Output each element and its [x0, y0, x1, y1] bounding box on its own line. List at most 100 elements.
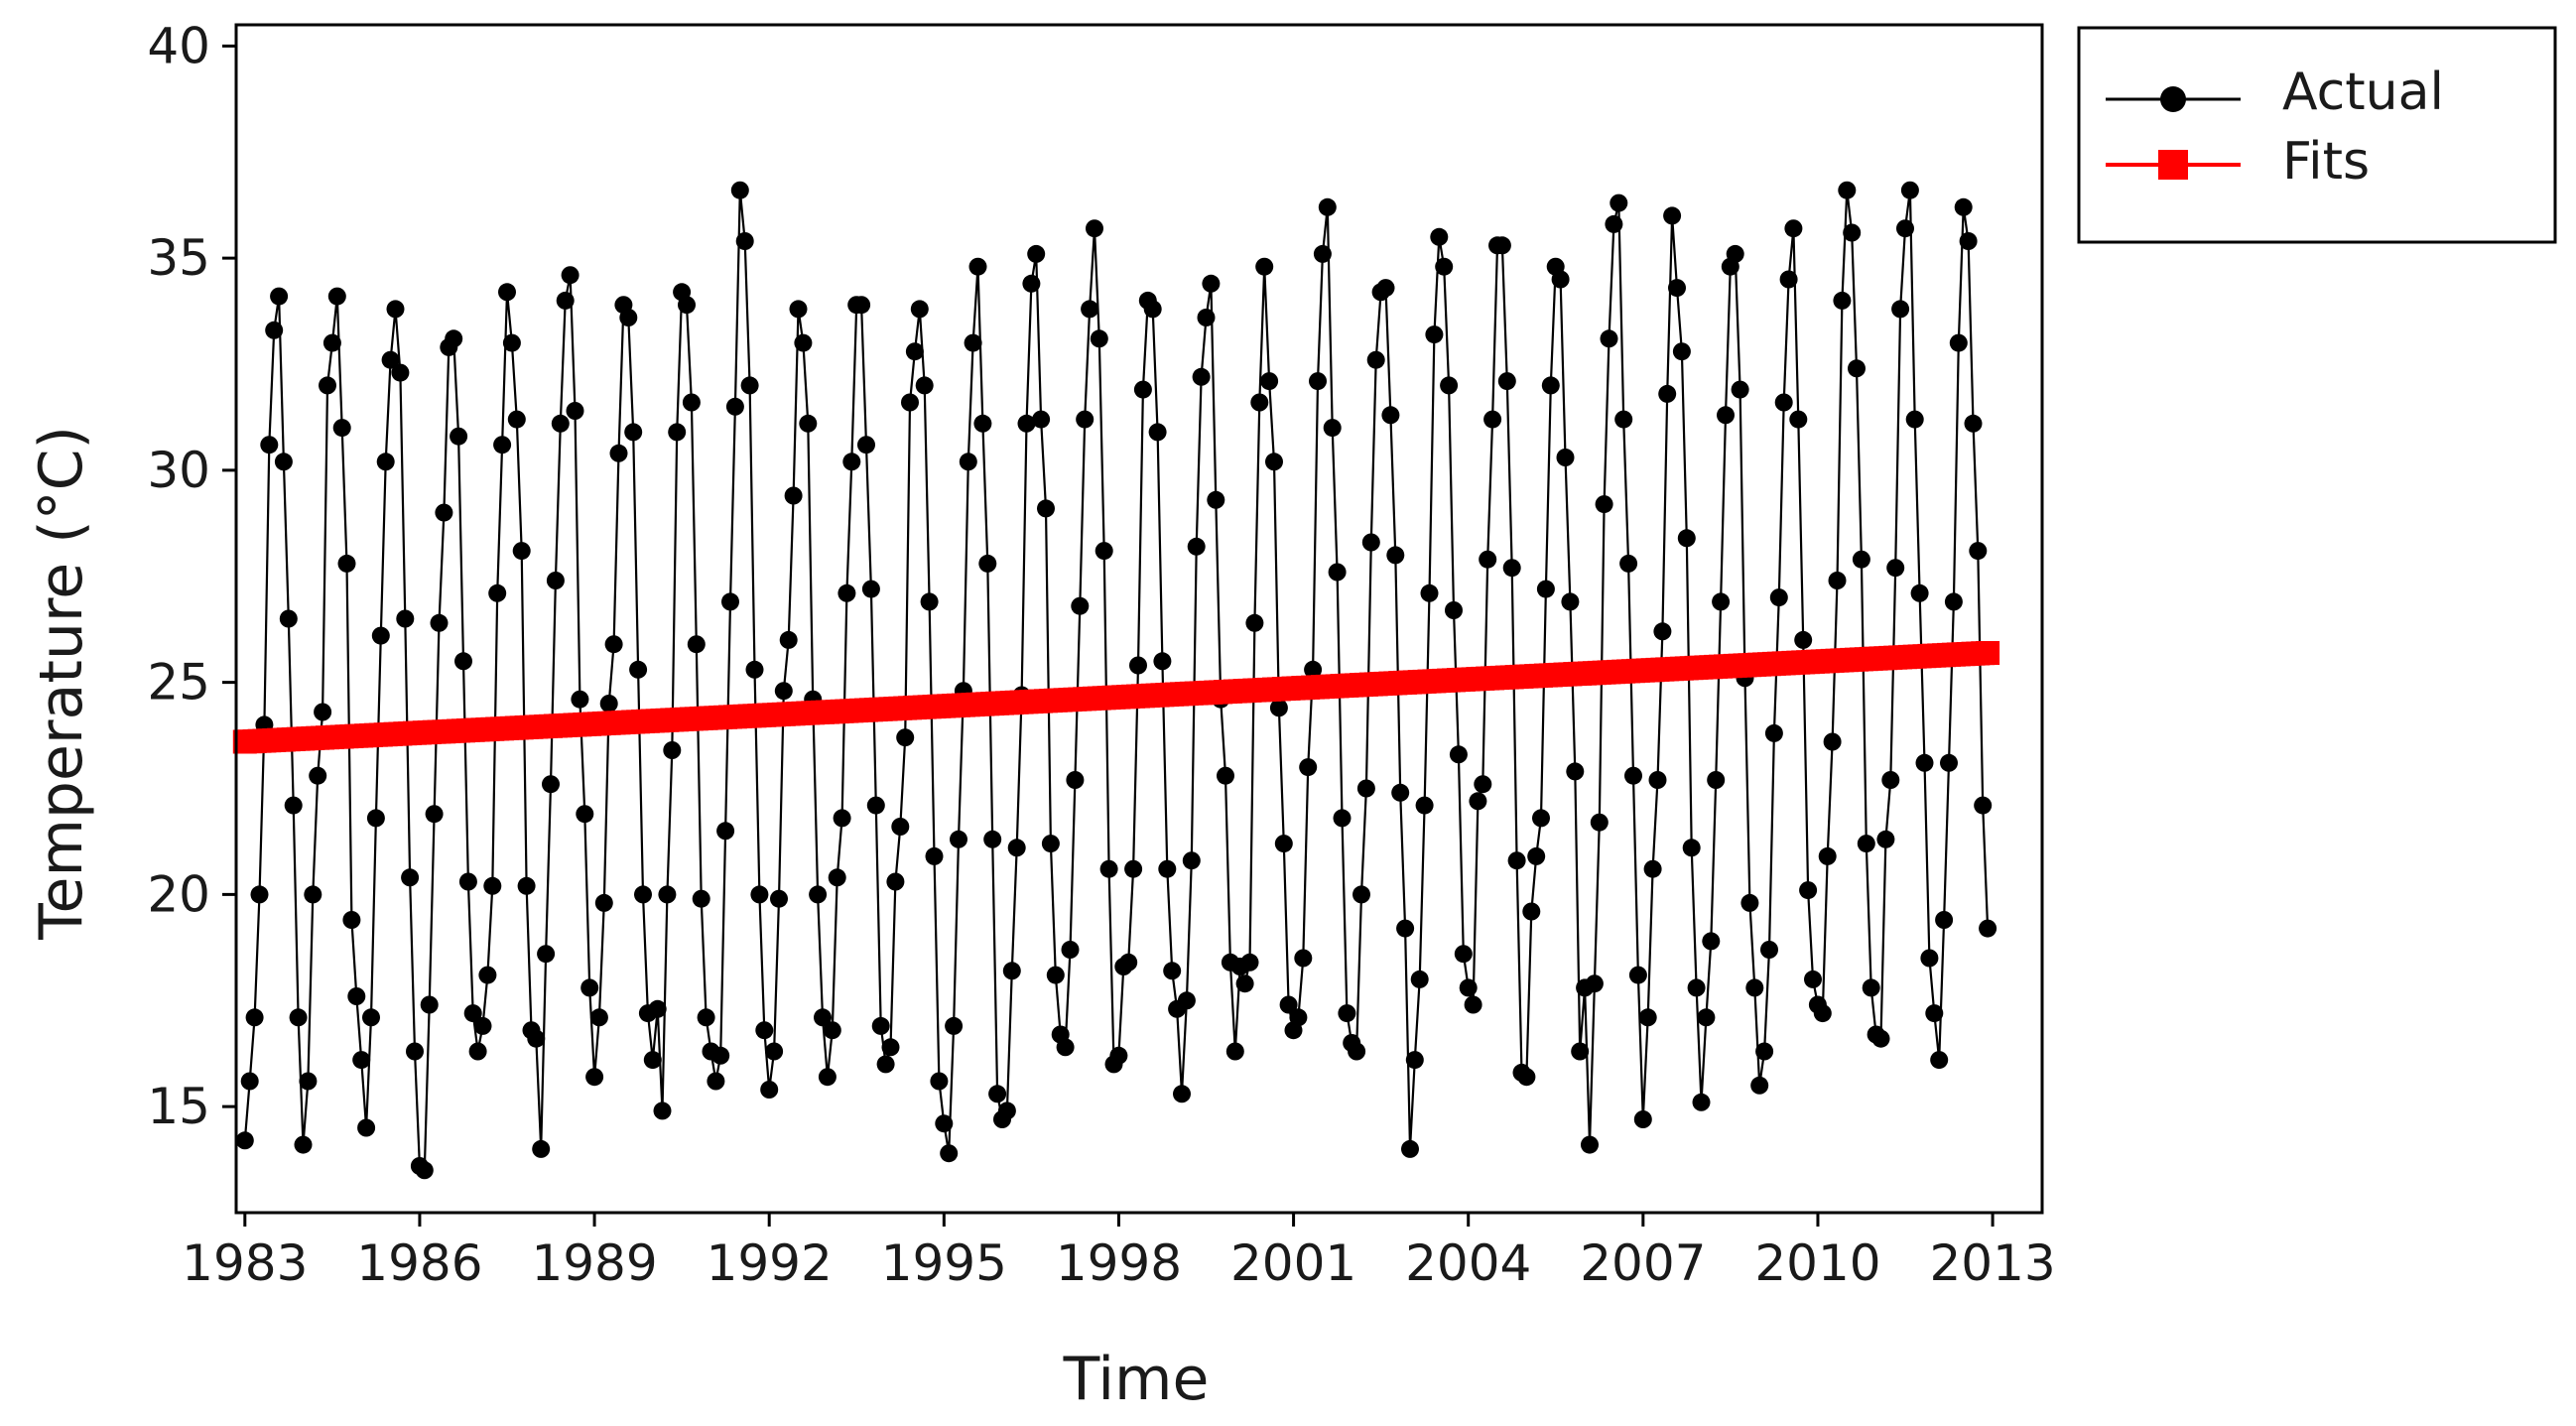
actual-data-point: [1556, 449, 1575, 466]
actual-data-point: [1328, 563, 1347, 582]
actual-data-point: [1187, 537, 1206, 556]
actual-data-point: [1774, 393, 1793, 412]
actual-data-point: [774, 682, 793, 701]
actual-data-point: [1896, 219, 1914, 238]
actual-data-point: [347, 987, 366, 1005]
actual-data-point: [1600, 329, 1618, 348]
actual-data-point: [653, 1102, 672, 1120]
actual-data-point: [1202, 274, 1221, 293]
actual-data-point: [1022, 274, 1041, 293]
actual-data-point: [527, 1029, 546, 1048]
actual-data-point: [1687, 978, 1706, 997]
actual-data-point: [284, 796, 303, 815]
actual-data-point: [1653, 622, 1672, 641]
actual-data-point: [837, 583, 856, 602]
actual-data-point: [1974, 796, 1993, 815]
actual-data-point: [468, 1042, 487, 1061]
legend-item-fits: Fits: [2106, 132, 2370, 192]
actual-data-point: [1712, 592, 1731, 611]
actual-data-point: [619, 309, 638, 326]
actual-data-point: [828, 868, 846, 887]
actual-data-point: [1536, 580, 1555, 598]
actual-data-point: [445, 329, 463, 348]
x-tick-label: 2004: [1405, 1234, 1531, 1292]
actual-data-point: [406, 1042, 424, 1061]
actual-data-point: [342, 911, 361, 929]
actual-data-point: [1672, 342, 1691, 361]
actual-data-point: [556, 291, 575, 310]
actual-data-point: [386, 300, 405, 319]
x-tick-label: 2001: [1230, 1234, 1356, 1292]
actual-data-point: [1949, 333, 1968, 352]
actual-data-point: [1502, 559, 1521, 578]
actual-data-point: [609, 444, 628, 462]
actual-data-point: [692, 889, 710, 908]
actual-data-point: [580, 978, 599, 997]
actual-data-point: [279, 609, 298, 628]
actual-data-point: [304, 885, 322, 904]
actual-data-point: [1833, 291, 1852, 310]
actual-data-point: [1386, 546, 1405, 565]
x-tick-label: 2007: [1580, 1234, 1706, 1292]
actual-data-point: [1731, 380, 1749, 399]
actual-data-point: [920, 592, 939, 611]
actual-data-point: [483, 876, 502, 895]
actual-data-point: [1435, 257, 1454, 276]
actual-data-point: [1143, 300, 1162, 319]
actual-data-point: [1614, 410, 1633, 429]
actual-data-point: [1610, 194, 1628, 212]
actual-data-point: [1900, 181, 1919, 199]
actual-data-point: [668, 423, 687, 442]
x-tick-label: 1992: [707, 1234, 833, 1292]
actual-data-point: [1182, 851, 1201, 870]
actual-data-point: [1561, 592, 1580, 611]
actual-data-point: [1356, 779, 1375, 798]
actual-data-point: [1177, 991, 1196, 1010]
actual-data-point: [1784, 219, 1803, 238]
actual-data-point: [915, 376, 934, 395]
actual-data-point: [1405, 1051, 1424, 1070]
actual-data-point: [697, 1008, 715, 1027]
actual-data-point: [512, 542, 531, 561]
actual-data-point: [571, 690, 589, 709]
actual-data-point: [1871, 1029, 1890, 1048]
actual-data-point: [1133, 380, 1152, 399]
actual-data-point: [1027, 244, 1046, 263]
actual-data-point: [1605, 214, 1623, 233]
actual-data-point: [1726, 244, 1744, 263]
actual-data-point: [1158, 859, 1177, 878]
actual-data-point: [478, 966, 497, 984]
actual-data-point: [1061, 941, 1080, 959]
actual-data-point: [1843, 223, 1862, 242]
actual-data-point: [260, 436, 279, 454]
actual-data-point: [1658, 384, 1677, 403]
actual-data-point: [1348, 1042, 1366, 1061]
actual-data-point: [1624, 766, 1642, 785]
actual-data-point: [327, 287, 346, 306]
actual-data-point: [629, 660, 648, 679]
actual-data-point: [546, 572, 565, 589]
actual-data-point: [857, 436, 875, 454]
actual-data-point: [1391, 783, 1410, 802]
actual-data-point: [682, 393, 701, 412]
actual-data-point: [1309, 372, 1327, 391]
y-tick-label: 25: [147, 654, 210, 712]
actual-data-point: [1269, 699, 1288, 717]
actual-data-point: [1192, 367, 1211, 386]
actual-data-point: [532, 1139, 551, 1158]
actual-data-point: [309, 766, 327, 785]
actual-data-point: [1454, 945, 1473, 964]
actual-data-point: [274, 453, 293, 471]
actual-data-point: [594, 893, 613, 912]
actual-data-point: [750, 885, 769, 904]
actual-data-point: [1260, 372, 1279, 391]
actual-data-point: [1056, 1038, 1075, 1057]
actual-data-point: [362, 1008, 380, 1027]
actual-data-point: [930, 1072, 949, 1091]
actual-data-point: [1037, 499, 1055, 518]
actual-data-point: [1469, 792, 1487, 811]
actual-data-point: [265, 321, 284, 339]
actual-data-point: [1381, 406, 1400, 425]
actual-data-point: [735, 232, 754, 250]
actual-data-point: [1779, 270, 1798, 289]
